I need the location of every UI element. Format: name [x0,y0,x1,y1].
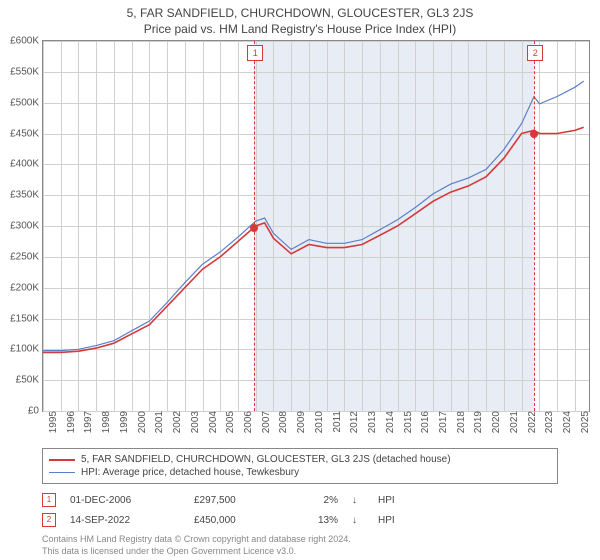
sale-date: 01-DEC-2006 [70,495,180,506]
x-axis-tick-label: 2007 [259,411,272,433]
y-axis-tick-label: £100K [10,344,43,355]
x-axis-tick-label: 2020 [489,411,502,433]
chart-lines [43,41,589,411]
x-axis-tick-label: 2001 [152,411,165,433]
x-axis-tick-label: 2003 [188,411,201,433]
x-axis-tick-label: 2019 [471,411,484,433]
x-axis-tick-label: 2025 [578,411,591,433]
sale-diff-percent: 13% [298,515,338,526]
x-axis-tick-label: 2006 [241,411,254,433]
x-axis-tick-label: 2012 [347,411,360,433]
sale-price: £450,000 [194,515,284,526]
sale-vs-label: HPI [378,495,395,506]
y-axis-tick-label: £300K [10,221,43,232]
y-axis-tick-label: £250K [10,251,43,262]
footer-line-2: This data is licensed under the Open Gov… [42,546,558,558]
y-axis-tick-label: £500K [10,97,43,108]
x-axis-tick-label: 2013 [365,411,378,433]
sale-diff-percent: 2% [298,495,338,506]
x-axis-tick-label: 2018 [454,411,467,433]
x-axis-tick-label: 2015 [401,411,414,433]
y-axis-tick-label: £150K [10,313,43,324]
y-axis-tick-label: £200K [10,282,43,293]
sale-row: 1 01-DEC-2006 £297,500 2% ↓ HPI [42,490,558,510]
x-axis-tick-label: 2016 [418,411,431,433]
x-axis-tick-label: 2022 [525,411,538,433]
sale-marker-dot [250,224,258,232]
chart-address-title: 5, FAR SANDFIELD, CHURCHDOWN, GLOUCESTER… [0,0,600,20]
x-axis-tick-label: 1996 [64,411,77,433]
x-axis-tick-label: 1997 [81,411,94,433]
legend-item: 5, FAR SANDFIELD, CHURCHDOWN, GLOUCESTER… [49,453,551,466]
x-axis-tick-label: 2010 [312,411,325,433]
sales-table: 1 01-DEC-2006 £297,500 2% ↓ HPI 2 14-SEP-2022 £4… [42,490,558,530]
x-axis-tick-label: 2000 [135,411,148,433]
sale-marker-badge: 1 [247,45,263,61]
y-axis-tick-label: £400K [10,159,43,170]
footer-line-1: Contains HM Land Registry data © Crown c… [42,534,558,546]
legend-swatch [49,472,75,473]
footer-attribution: Contains HM Land Registry data © Crown c… [42,534,558,557]
x-axis-tick-label: 2005 [223,411,236,433]
x-axis-tick-label: 2004 [206,411,219,433]
price-chart: £0£50K£100K£150K£200K£250K£300K£350K£400… [42,40,590,412]
series-hpi [43,81,584,351]
y-axis-tick-label: £50K [16,375,43,386]
sale-marker-badge: 2 [527,45,543,61]
x-axis-tick-label: 2011 [330,411,343,433]
y-axis-tick-label: £350K [10,190,43,201]
series-price_paid [43,127,584,352]
sale-date: 14-SEP-2022 [70,515,180,526]
x-axis-tick-label: 2009 [294,411,307,433]
chart-subtitle: Price paid vs. HM Land Registry's House … [0,20,600,40]
sale-row-marker: 1 [42,493,56,507]
x-axis-tick-label: 1998 [99,411,112,433]
x-axis-tick-label: 2021 [507,411,520,433]
x-axis-tick-label: 2002 [170,411,183,433]
down-arrow-icon: ↓ [352,495,364,506]
legend-item: HPI: Average price, detached house, Tewk… [49,466,551,479]
x-axis-tick-label: 2017 [436,411,449,433]
y-axis-tick-label: £600K [10,36,43,47]
y-axis-tick-label: £450K [10,128,43,139]
legend-swatch [49,459,75,461]
sale-row-marker: 2 [42,513,56,527]
x-axis-tick-label: 2023 [542,411,555,433]
sale-price: £297,500 [194,495,284,506]
legend-label: 5, FAR SANDFIELD, CHURCHDOWN, GLOUCESTER… [81,454,451,465]
legend-label: HPI: Average price, detached house, Tewk… [81,467,299,478]
sale-marker-dot [530,130,538,138]
x-axis-tick-label: 2024 [560,411,573,433]
sale-row: 2 14-SEP-2022 £450,000 13% ↓ HPI [42,510,558,530]
y-axis-tick-label: £550K [10,66,43,77]
y-axis-tick-label: £0 [28,406,43,417]
sale-marker-line [534,41,535,411]
chart-legend: 5, FAR SANDFIELD, CHURCHDOWN, GLOUCESTER… [42,448,558,484]
x-axis-tick-label: 2008 [276,411,289,433]
down-arrow-icon: ↓ [352,515,364,526]
x-axis-tick-label: 1995 [46,411,59,433]
x-axis-tick-label: 1999 [117,411,130,433]
sale-vs-label: HPI [378,515,395,526]
x-axis-tick-label: 2014 [383,411,396,433]
